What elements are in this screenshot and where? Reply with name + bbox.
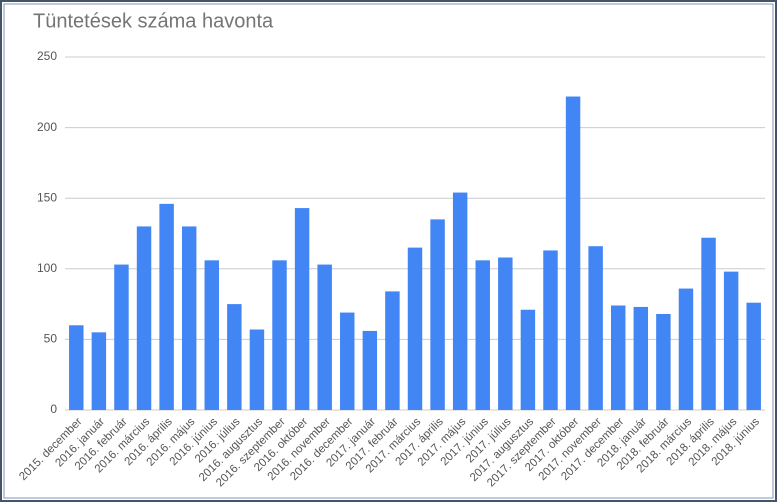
y-tick-label: 0 [50, 402, 57, 416]
chart-title: Tüntetések száma havonta [33, 10, 274, 32]
bar [181, 226, 197, 410]
bar [543, 250, 558, 410]
bar [362, 330, 378, 410]
bar [678, 288, 694, 410]
bar [520, 309, 536, 410]
bar [159, 203, 174, 410]
bar [272, 260, 287, 410]
bar [114, 264, 129, 410]
bar [633, 306, 649, 410]
bar [452, 192, 468, 410]
bar [746, 302, 761, 410]
bar [565, 96, 581, 410]
bar [475, 260, 490, 410]
bar [294, 208, 310, 410]
bar [69, 325, 84, 410]
bar [136, 226, 152, 410]
bar [588, 246, 603, 410]
y-tick-label: 250 [37, 49, 57, 63]
bar [227, 304, 242, 410]
bar [656, 313, 671, 410]
frame-inner [3, 3, 774, 499]
bar [430, 219, 445, 410]
y-tick-label: 100 [37, 261, 57, 275]
bar [498, 257, 513, 410]
bar [340, 312, 355, 410]
bar [249, 329, 265, 410]
bar [407, 247, 423, 410]
y-tick-label: 50 [44, 332, 58, 346]
bar [385, 291, 400, 410]
bar [723, 271, 739, 410]
bar [91, 332, 107, 410]
bar [701, 237, 716, 410]
bar [611, 305, 626, 410]
y-tick-label: 200 [37, 120, 57, 134]
bar [317, 264, 332, 410]
y-tick-label: 150 [37, 190, 57, 204]
bar [204, 260, 219, 410]
